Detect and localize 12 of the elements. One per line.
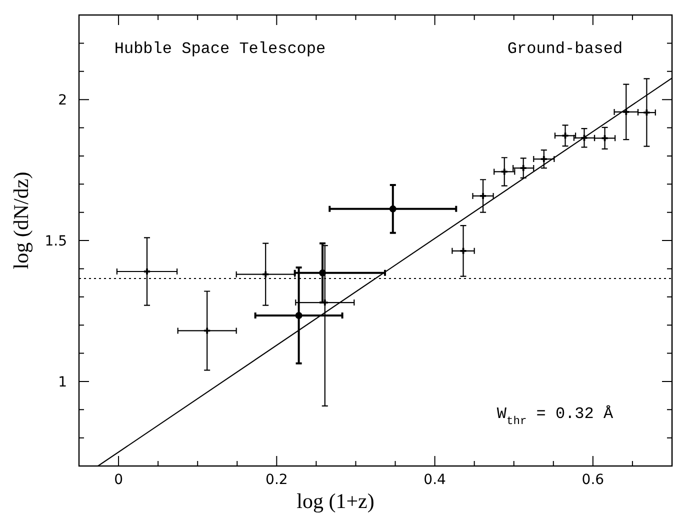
y-axis-title: log (dN/dz) — [9, 172, 33, 270]
x-tick-label: 0.6 — [582, 472, 604, 488]
y-tick-label: 1 — [58, 374, 67, 390]
annotation: Hubble Space Telescope — [114, 40, 326, 58]
annotation: W$_{thr}$ = 0.32 Å — [496, 405, 614, 428]
y-tick-label: 1.5 — [44, 234, 67, 250]
annotation: Ground-based — [507, 40, 623, 58]
x-tick-label: 0 — [114, 472, 123, 488]
x-tick-label: 0.2 — [266, 472, 288, 488]
y-tick-label: 2 — [58, 92, 67, 109]
x-axis-title: log (1+z) — [296, 489, 374, 513]
x-tick-label: 0.4 — [424, 472, 446, 488]
